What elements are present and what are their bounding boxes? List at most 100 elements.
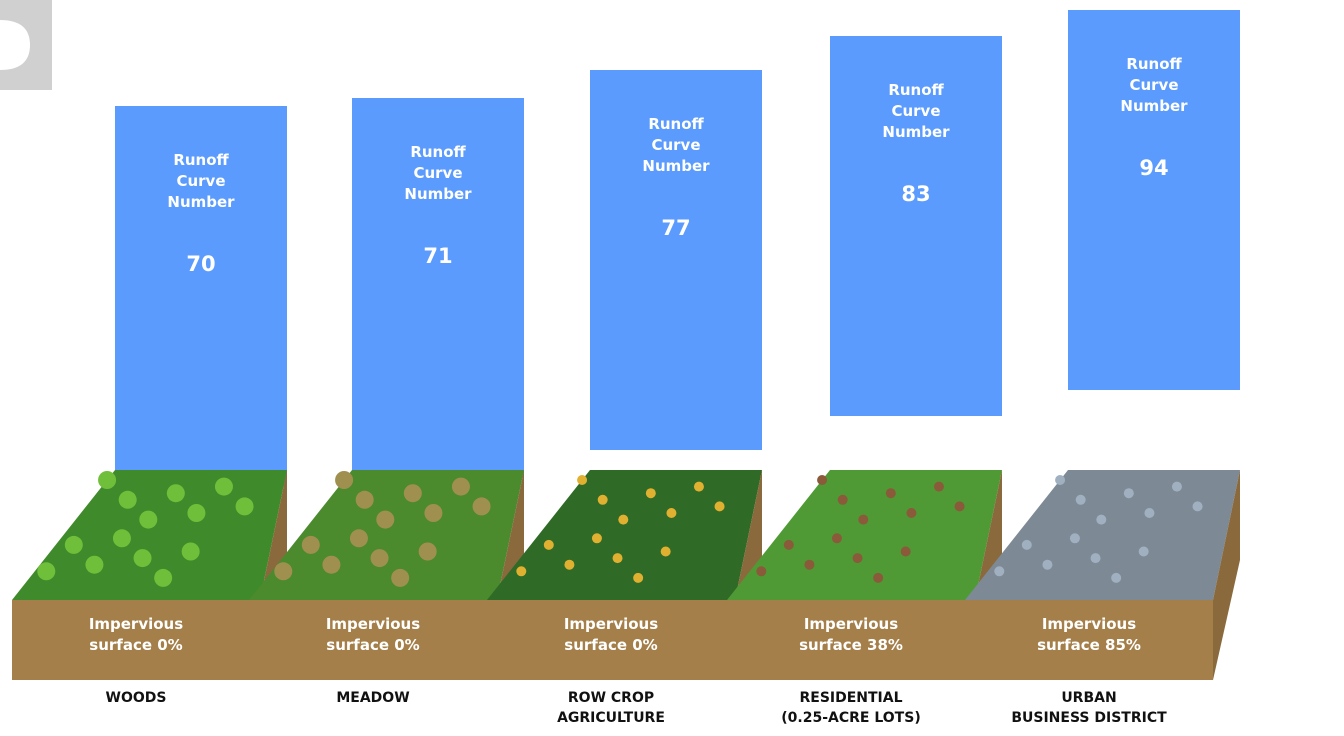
curve-number: 83 <box>901 182 931 206</box>
surface-detail <box>451 477 470 496</box>
curve-number: 94 <box>1139 156 1169 180</box>
surface-detail <box>1075 494 1086 505</box>
surface-detail <box>1021 539 1032 550</box>
runoff-label: Runoff Curve Number <box>167 151 235 211</box>
surface-detail <box>1138 546 1149 557</box>
surface-detail <box>591 533 602 544</box>
surface-detail <box>714 501 725 512</box>
runoff-label: Runoff Curve Number <box>642 115 710 175</box>
impervious-label: Impervious surface 0% <box>325 615 421 654</box>
surface-detail <box>1123 488 1134 499</box>
surface-detail <box>858 514 869 525</box>
ground-surface <box>487 470 762 600</box>
soil-front <box>965 600 1213 680</box>
surface-detail <box>564 559 575 570</box>
surface-detail <box>1096 514 1107 525</box>
surface-detail <box>1111 572 1122 583</box>
surface-detail <box>1042 559 1053 570</box>
surface-detail <box>133 549 152 568</box>
surface-detail <box>954 501 965 512</box>
impervious-label: Impervious surface 38% <box>799 615 903 654</box>
surface-detail <box>756 566 767 577</box>
surface-detail <box>355 490 374 509</box>
surface-detail <box>391 568 410 587</box>
surface-detail <box>370 549 389 568</box>
ground-surface <box>249 470 524 600</box>
surface-detail <box>1171 481 1182 492</box>
surface-detail <box>660 546 671 557</box>
runoff-column <box>830 36 1002 416</box>
surface-detail <box>577 475 588 485</box>
surface-detail <box>181 542 200 561</box>
soil-side <box>1213 470 1240 680</box>
curve-number: 71 <box>423 244 453 268</box>
surface-detail <box>597 494 608 505</box>
impervious-label: Impervious surface 85% <box>1037 615 1141 654</box>
curve-number: 77 <box>661 216 691 240</box>
soil-front <box>12 600 260 680</box>
surface-detail <box>817 475 828 485</box>
surface-detail <box>98 471 117 489</box>
surface-detail <box>933 481 944 492</box>
surface-detail <box>349 529 368 548</box>
surface-detail <box>831 533 842 544</box>
runoff-label: Runoff Curve Number <box>882 81 950 141</box>
soil-front <box>487 600 735 680</box>
surface-detail <box>900 546 911 557</box>
surface-detail <box>994 566 1005 577</box>
ground-surface <box>12 470 287 600</box>
surface-detail <box>693 481 704 492</box>
surface-detail <box>633 572 644 583</box>
surface-detail <box>645 488 656 499</box>
surface-detail <box>301 535 320 554</box>
surface-detail <box>1192 501 1203 512</box>
runoff-label: Runoff Curve Number <box>404 143 472 203</box>
surface-detail <box>1144 508 1155 518</box>
impervious-label: Impervious surface 0% <box>88 615 184 654</box>
surface-detail <box>852 553 863 564</box>
surface-detail <box>64 535 83 554</box>
surface-detail <box>418 542 437 561</box>
surface-detail <box>885 488 896 499</box>
land-use-name: RESIDENTIAL (0.25-ACRE LOTS) <box>781 690 921 726</box>
surface-detail <box>666 508 677 518</box>
runoff-column <box>352 98 524 478</box>
surface-detail <box>837 494 848 505</box>
land-use-name: MEADOW <box>336 690 410 706</box>
ground-surface <box>965 470 1240 600</box>
surface-detail <box>783 539 794 550</box>
surface-detail <box>1090 553 1101 564</box>
surface-detail <box>516 566 527 577</box>
impervious-label: Impervious surface 0% <box>563 615 659 654</box>
soil-front <box>249 600 497 680</box>
surface-detail <box>214 477 233 496</box>
surface-detail <box>37 562 56 581</box>
land-use-name: URBAN BUSINESS DISTRICT <box>1011 690 1167 726</box>
runoff-column <box>1068 10 1240 390</box>
surface-detail <box>139 510 158 529</box>
land-use-name: ROW CROP AGRICULTURE <box>557 690 665 726</box>
surface-detail <box>187 504 206 522</box>
ground-surface <box>727 470 1002 600</box>
soil-front <box>727 600 975 680</box>
surface-detail <box>335 471 354 489</box>
runoff-column <box>115 106 287 486</box>
surface-detail <box>1069 533 1080 544</box>
surface-detail <box>804 559 815 570</box>
surface-detail <box>154 568 173 587</box>
surface-detail <box>376 510 395 529</box>
curve-number: 70 <box>186 252 216 276</box>
surface-detail <box>112 529 131 548</box>
surface-detail <box>472 497 491 516</box>
surface-detail <box>85 555 104 574</box>
surface-detail <box>322 555 341 574</box>
land-use-name: WOODS <box>105 690 167 706</box>
surface-detail <box>873 572 884 583</box>
surface-detail <box>424 504 443 522</box>
surface-detail <box>1055 475 1066 485</box>
runoff-label: Runoff Curve Number <box>1120 55 1188 115</box>
surface-detail <box>274 562 293 581</box>
corner-badge-cut <box>0 20 30 70</box>
